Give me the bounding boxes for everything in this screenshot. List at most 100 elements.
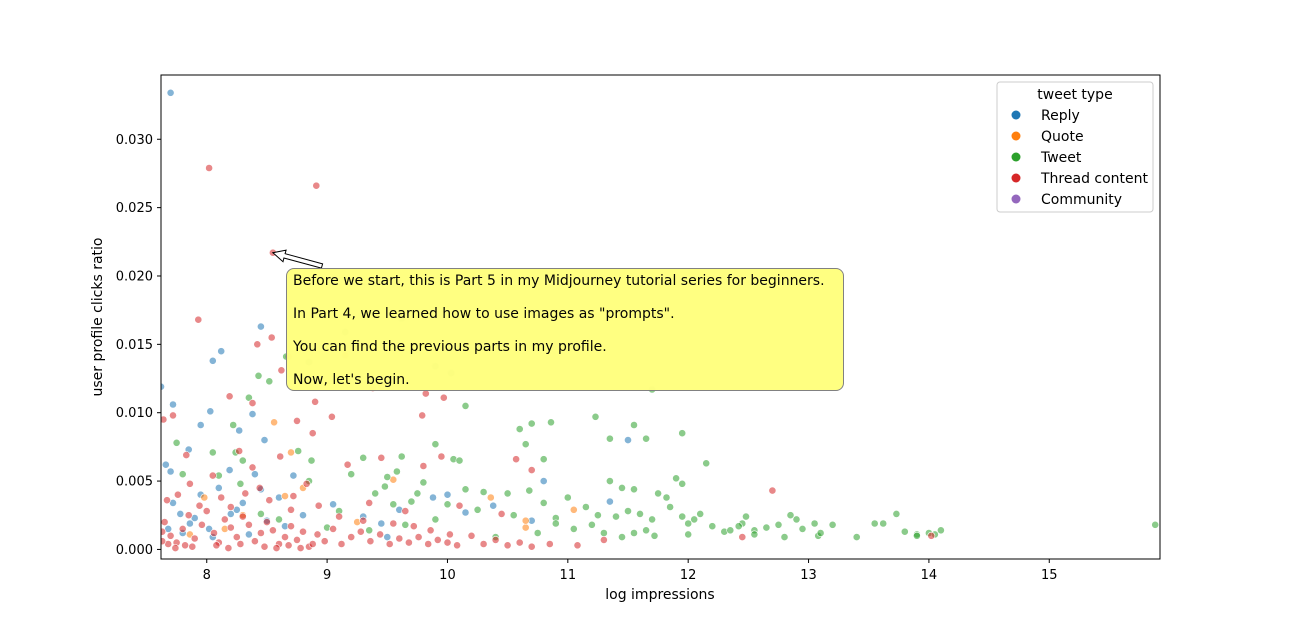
data-point-thread-content (253, 340, 262, 349)
data-point-thread-content (272, 544, 281, 552)
data-point-thread-content (293, 536, 301, 544)
data-point-reply (238, 498, 247, 507)
data-point-thread-content (439, 393, 448, 402)
data-point-tweet (371, 489, 380, 498)
data-point-tweet (521, 440, 530, 449)
data-point-thread-content (545, 540, 554, 548)
data-point-thread-content (768, 486, 777, 495)
data-point-tweet (178, 470, 187, 479)
y-tick-label: 0.000 (116, 543, 153, 558)
data-point-tweet (762, 523, 771, 532)
data-point-reply (289, 471, 298, 480)
data-point-tweet (810, 519, 819, 528)
data-point-thread-content (467, 531, 476, 540)
annotation-arrow (271, 249, 324, 269)
data-point-tweet (792, 515, 801, 524)
annotation-arrow-shape (271, 249, 324, 269)
data-point-thread-content (366, 537, 375, 546)
data-point-tweet (624, 507, 632, 515)
y-tick-label: 0.010 (116, 406, 153, 421)
data-point-thread-content (226, 523, 235, 532)
data-point-tweet (606, 434, 614, 443)
data-point-thread-content (573, 541, 582, 550)
data-point-reply (299, 511, 307, 520)
data-point-tweet (461, 485, 470, 494)
data-point-thread-content (479, 540, 488, 548)
data-point-tweet (551, 519, 560, 528)
data-point-thread-content (161, 415, 168, 424)
data-point-thread-content (308, 429, 317, 438)
data-point-reply (256, 322, 265, 331)
data-point-thread-content (190, 534, 199, 543)
data-point-thread-content (385, 540, 394, 548)
data-point-reply (443, 490, 452, 499)
x-tick-label: 10 (439, 568, 456, 583)
data-point-tweet (870, 519, 879, 528)
data-point-thread-content (250, 537, 259, 546)
data-point-reply (217, 347, 226, 356)
data-point-reply (539, 477, 548, 485)
data-point-tweet (582, 503, 590, 511)
data-point-tweet (666, 503, 674, 511)
x-tick-label: 11 (560, 568, 577, 583)
data-point-reply (377, 519, 386, 528)
data-point-thread-content (169, 411, 177, 420)
data-point-tweet (892, 510, 901, 518)
data-point-thread-content (289, 492, 298, 500)
x-tick-label: 12 (680, 568, 697, 583)
data-point-thread-content (503, 541, 512, 550)
data-point-thread-content (314, 501, 323, 510)
data-point-reply (166, 467, 175, 476)
data-point-tweet (473, 505, 482, 514)
legend-marker-reply (1011, 110, 1021, 120)
data-point-thread-content (224, 544, 233, 552)
data-point-tweet (431, 515, 440, 524)
data-point-thread-content (184, 511, 193, 520)
x-tick-label: 9 (323, 568, 331, 583)
data-point-thread-content (293, 416, 301, 425)
data-point-tweet (636, 510, 644, 518)
data-point-thread-content (512, 455, 520, 464)
data-point-thread-content (166, 531, 175, 540)
data-point-tweet (606, 477, 614, 485)
data-point-reply (166, 88, 175, 97)
x-axis-ticks: 8 9 10 11 12 13 14 15 (203, 559, 1058, 583)
data-point-thread-content (401, 507, 410, 515)
data-point-thread-content (433, 536, 442, 544)
y-axis-ticks: 0.000 0.005 0.010 0.015 0.020 0.025 0.030 (116, 133, 161, 558)
data-point-tweet (461, 401, 470, 410)
legend-marker-community (1011, 194, 1021, 204)
data-point-thread-content (497, 510, 506, 518)
data-point-thread-content (197, 520, 206, 529)
data-point-tweet (525, 486, 534, 495)
data-point-tweet (678, 479, 687, 488)
data-point-thread-content (335, 512, 343, 521)
data-point-thread-content (163, 496, 171, 505)
data-point-tweet (172, 438, 181, 447)
data-point-tweet (630, 421, 638, 429)
data-point-quote (270, 418, 278, 427)
data-point-reply (383, 533, 392, 541)
data-point-tweet (527, 419, 536, 428)
data-point-thread-content (217, 493, 226, 502)
annotation-line: In Part 4, we learned how to use images … (293, 306, 675, 322)
legend-title: tweet type (1037, 87, 1112, 103)
annotation-box: Before we start, this is Part 5 in my Mi… (286, 268, 844, 391)
data-point-thread-content (409, 522, 418, 531)
data-point-tweet (612, 512, 620, 521)
data-point-thread-content (927, 531, 936, 540)
data-point-thread-content (404, 538, 413, 547)
legend-label-quote: Quote (1041, 129, 1084, 145)
data-point-thread-content (182, 451, 191, 459)
legend-label-reply: Reply (1041, 108, 1080, 124)
data-point-tweet (630, 529, 638, 537)
data-point-thread-content (232, 533, 241, 541)
data-point-thread-content (312, 181, 321, 190)
data-point-tweet (347, 470, 356, 479)
legend-label-tweet: Tweet (1040, 150, 1082, 166)
x-tick-label: 15 (1041, 568, 1058, 583)
x-axis-label: log impressions (605, 587, 714, 603)
data-point-thread-content (188, 542, 197, 551)
data-point-thread-content (260, 542, 269, 551)
data-point-tweet (569, 525, 578, 533)
